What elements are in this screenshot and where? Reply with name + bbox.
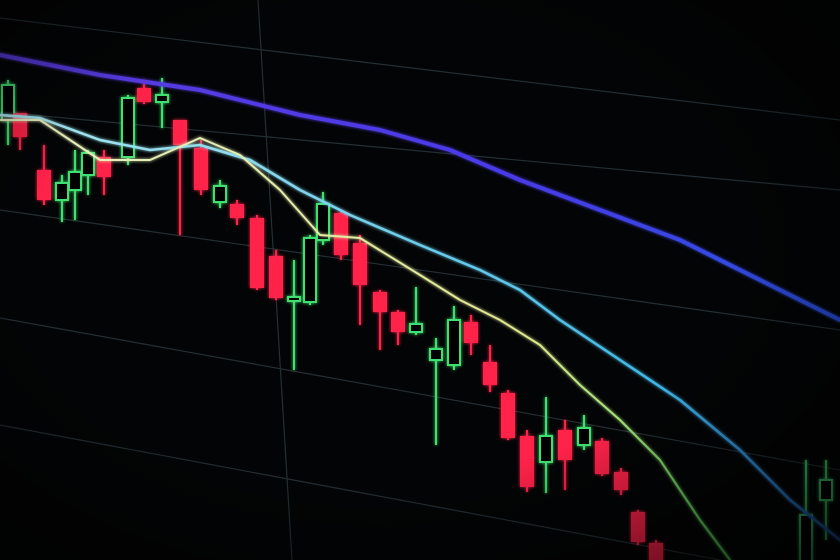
page: (() => { const NS = 'http://www.w3.org/2… [0,0,840,560]
screen-photo [0,0,840,560]
vignette [0,0,840,560]
